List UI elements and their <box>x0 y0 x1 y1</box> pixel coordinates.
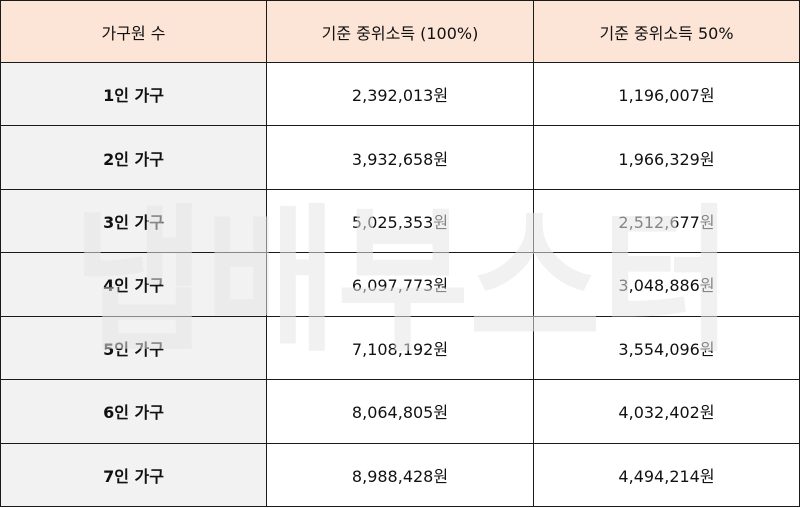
table-row: 4인 가구 6,097,773원 3,048,886원 <box>0 252 800 317</box>
table-row: 5인 가구 7,108,192원 3,554,096원 <box>0 315 800 381</box>
row-household-label: 7인 가구 <box>0 442 267 508</box>
table-row: 2인 가구 3,932,658원 1,966,329원 <box>0 125 800 190</box>
table-row: 6인 가구 8,064,805원 4,032,402원 <box>0 379 800 444</box>
table-row: 3인 가구 5,025,353원 2,512,677원 <box>0 188 800 254</box>
cell-half-income: 2,512,677원 <box>533 188 800 254</box>
header-median-income-50: 기준 중위소득 50% <box>533 0 800 63</box>
cell-median-income: 6,097,773원 <box>266 252 534 317</box>
cell-half-income: 1,966,329원 <box>533 125 800 190</box>
cell-median-income: 8,988,428원 <box>266 442 534 508</box>
header-household-size: 가구원 수 <box>0 0 267 63</box>
cell-median-income: 7,108,192원 <box>266 315 534 381</box>
cell-median-income: 8,064,805원 <box>266 379 534 444</box>
row-household-label: 6인 가구 <box>0 379 267 444</box>
cell-median-income: 3,932,658원 <box>266 125 534 190</box>
cell-half-income: 4,032,402원 <box>533 379 800 444</box>
row-household-label: 1인 가구 <box>0 61 267 127</box>
cell-median-income: 2,392,013원 <box>266 61 534 127</box>
cell-half-income: 4,494,214원 <box>533 442 800 508</box>
table-row: 7인 가구 8,988,428원 4,494,214원 <box>0 442 800 508</box>
table-header-row: 가구원 수 기준 중위소득 (100%) 기준 중위소득 50% <box>0 0 800 63</box>
row-household-label: 5인 가구 <box>0 315 267 381</box>
cell-half-income: 3,048,886원 <box>533 252 800 317</box>
row-household-label: 4인 가구 <box>0 252 267 317</box>
cell-half-income: 1,196,007원 <box>533 61 800 127</box>
header-median-income-100: 기준 중위소득 (100%) <box>266 0 534 63</box>
table-row: 1인 가구 2,392,013원 1,196,007원 <box>0 61 800 127</box>
cell-half-income: 3,554,096원 <box>533 315 800 381</box>
cell-median-income: 5,025,353원 <box>266 188 534 254</box>
row-household-label: 3인 가구 <box>0 188 267 254</box>
row-household-label: 2인 가구 <box>0 125 267 190</box>
